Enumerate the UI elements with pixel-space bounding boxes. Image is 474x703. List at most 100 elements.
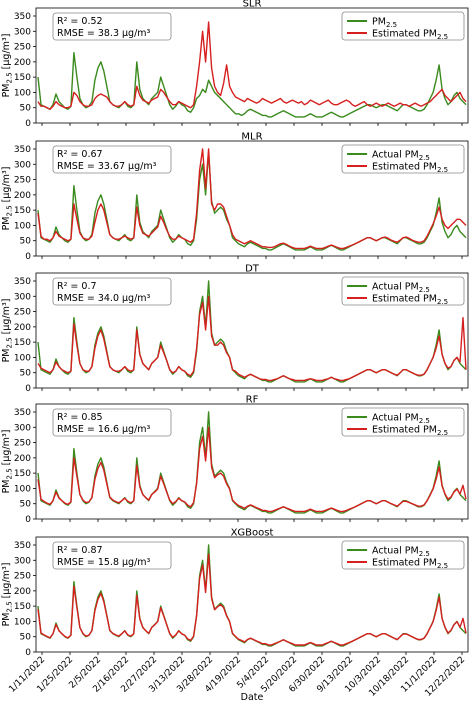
y-tick-label: 300 xyxy=(14,27,31,37)
panel-xgboost: XGBoost 0 50 100 150 200 250 300 350 PM2.5 [μg/m³… xyxy=(1,528,469,658)
y-tick-label: 50 xyxy=(20,633,32,643)
series-estimated-line xyxy=(37,426,467,513)
panel-title: RF xyxy=(246,395,259,406)
x-axis-label: Date xyxy=(241,692,264,703)
legend-frame xyxy=(341,144,465,174)
y-tick-label: 200 xyxy=(14,58,31,68)
y-axis-label: PM2.5 [μg/m³] xyxy=(1,563,14,627)
y-tick-label: 150 xyxy=(14,602,31,612)
y-tick-label: 250 xyxy=(14,308,31,318)
rmse-label: RMSE = 16.6 μg/m³ xyxy=(57,424,151,435)
y-tick-label: 0 xyxy=(25,119,31,129)
r2-label: R² = 0.67 xyxy=(57,149,103,160)
y-tick-label: 200 xyxy=(14,191,31,201)
series-estimated-line xyxy=(37,553,467,646)
y-tick-label: 150 xyxy=(14,338,31,348)
y-tick-label: 0 xyxy=(25,648,31,658)
stats-box-frame xyxy=(52,12,172,41)
legend-frame xyxy=(341,407,465,437)
y-tick-label: 250 xyxy=(14,43,31,53)
y-axis-label: PM2.5 [μg/m³] xyxy=(1,299,14,363)
panel-mlr: MLR 0 50 100 150 200 250 300 350 PM2.5 [μg/m³] R² … xyxy=(1,132,469,262)
series-estimated-line xyxy=(37,21,467,110)
plot-frame xyxy=(35,536,469,653)
y-tick-label: 350 xyxy=(14,145,31,155)
rmse-label: RMSE = 15.8 μg/m³ xyxy=(57,557,151,568)
plot-frame xyxy=(35,140,469,257)
y-tick-label: 350 xyxy=(14,12,31,22)
legend-actual-label: Actual PM2.5 xyxy=(372,546,430,559)
y-tick-label: 200 xyxy=(14,454,31,464)
plot-frame xyxy=(35,272,469,389)
r2-label: R² = 0.87 xyxy=(57,545,103,556)
y-tick-label: 50 xyxy=(20,500,32,510)
y-tick-label: 300 xyxy=(14,292,31,302)
y-tick-label: 50 xyxy=(20,237,32,247)
y-tick-label: 300 xyxy=(14,556,31,566)
legend-estimated-label: Estimated PM2.5 xyxy=(372,29,448,42)
y-tick-label: 100 xyxy=(14,221,31,231)
legend-estimated-label: Estimated PM2.5 xyxy=(372,558,448,571)
panel-dt: DT 0 50 100 150 200 250 300 350 PM2.5 [μg/m³] R² =… xyxy=(1,264,469,394)
y-tick-label: 350 xyxy=(14,277,31,287)
y-tick-label: 200 xyxy=(14,323,31,333)
legend-actual-label: Actual PM2.5 xyxy=(372,150,430,163)
y-tick-label: 350 xyxy=(14,408,31,418)
y-tick-label: 250 xyxy=(14,572,31,582)
y-tick-label: 150 xyxy=(14,206,31,216)
legend-frame xyxy=(341,540,465,570)
y-tick-label: 50 xyxy=(20,369,32,379)
legend-estimated-label: Estimated PM2.5 xyxy=(372,162,448,175)
legend-frame xyxy=(341,276,465,306)
y-axis-label: PM2.5 [μg/m³] xyxy=(1,167,14,231)
panel-title: MLR xyxy=(241,132,262,143)
y-tick-label: 0 xyxy=(25,252,31,262)
legend-actual-label: Actual PM2.5 xyxy=(372,282,430,295)
legend-frame xyxy=(341,11,465,41)
r2-label: R² = 0.7 xyxy=(57,281,97,292)
stats-box-frame xyxy=(52,408,172,437)
stats-box-frame xyxy=(52,541,172,570)
y-tick-label: 250 xyxy=(14,439,31,449)
y-tick-label: 250 xyxy=(14,176,31,186)
legend-actual-label: Actual PM2.5 xyxy=(372,413,430,426)
legend-estimated-label: Estimated PM2.5 xyxy=(372,425,448,438)
rmse-label: RMSE = 34.0 μg/m³ xyxy=(57,293,151,304)
panel-slr: SLR 0 50 100 150 200 250 300 350 PM2.5 [μg/m³] R² … xyxy=(1,0,469,129)
stats-box-frame xyxy=(52,145,172,174)
panel-title: SLR xyxy=(243,0,262,10)
y-tick-label: 150 xyxy=(14,469,31,479)
y-tick-label: 300 xyxy=(14,423,31,433)
legend-actual-label: PM2.5 xyxy=(372,17,397,30)
y-tick-label: 200 xyxy=(14,587,31,597)
panel-title: DT xyxy=(245,264,260,275)
plot-frame xyxy=(35,7,469,124)
stats-box-frame xyxy=(52,277,172,306)
y-tick-label: 150 xyxy=(14,73,31,83)
y-tick-label: 0 xyxy=(25,515,31,525)
series-actual-line xyxy=(37,52,467,118)
rmse-label: RMSE = 38.3 μg/m³ xyxy=(57,28,151,39)
r2-label: R² = 0.85 xyxy=(57,412,103,423)
series-estimated-line xyxy=(37,295,467,382)
y-tick-label: 100 xyxy=(14,617,31,627)
panel-title: XGBoost xyxy=(231,528,274,539)
y-tick-label: 350 xyxy=(14,541,31,551)
y-axis-label: PM2.5 [μg/m³] xyxy=(1,34,14,98)
plot-frame xyxy=(35,403,469,520)
legend-estimated-label: Estimated PM2.5 xyxy=(372,294,448,307)
y-tick-label: 50 xyxy=(20,104,32,114)
y-tick-label: 100 xyxy=(14,484,31,494)
y-tick-label: 0 xyxy=(25,384,31,394)
